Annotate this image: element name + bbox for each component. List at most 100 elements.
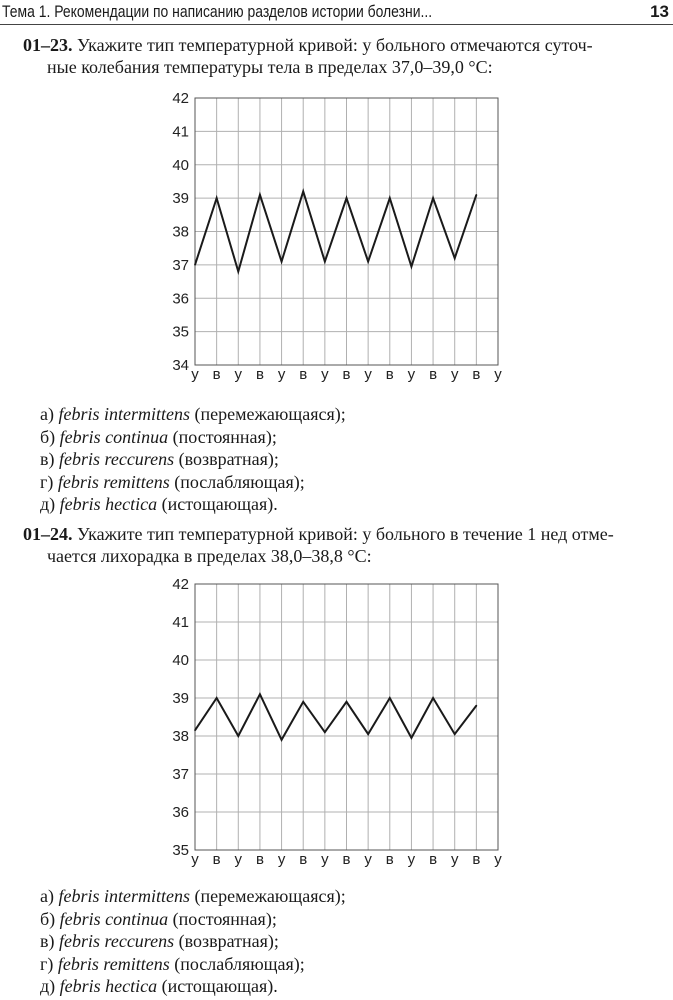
option-russian: (перемежающаяся);	[194, 886, 346, 906]
x-tick-label: в	[472, 851, 480, 868]
data-point	[194, 729, 196, 732]
data-point	[280, 739, 283, 741]
question-text-line1: Укажите тип температурной кривой: у боль…	[77, 524, 614, 544]
data-point	[432, 697, 434, 699]
x-tick-label: в	[343, 366, 351, 383]
plot-frame	[194, 97, 499, 366]
x-tick-label: в	[299, 851, 307, 868]
x-tick-label: у	[235, 366, 243, 383]
x-tick-label: у	[278, 366, 286, 383]
x-tick-label: в	[213, 366, 221, 383]
x-tick-label: у	[321, 366, 329, 383]
data-point	[367, 260, 369, 263]
y-tick-label: 37	[172, 766, 189, 783]
option-russian: (возвратная);	[178, 931, 279, 951]
y-tick-label: 36	[172, 804, 189, 821]
y-tick-label: 34	[172, 357, 189, 374]
data-point	[215, 697, 218, 699]
option-russian: (истощающая).	[161, 976, 278, 996]
x-tick-label: у	[451, 366, 459, 383]
data-point	[324, 260, 326, 263]
x-tick-label: в	[299, 366, 307, 383]
x-tick-label: у	[408, 851, 416, 868]
data-point	[324, 731, 326, 733]
option-latin: febris remittens	[57, 471, 170, 492]
option-letter: б)	[40, 426, 56, 447]
answer-options-01-24: а) febris intermittens (перемежающаяся);…	[40, 885, 346, 998]
option-latin: febris hectica	[59, 976, 158, 996]
data-point	[237, 270, 240, 273]
y-tick-label: 41	[172, 614, 189, 631]
x-tick-label: у	[364, 366, 372, 383]
question-text-line2: чается лихорадка в пределах 38,0–38,8 °C…	[47, 546, 372, 566]
data-point	[388, 197, 391, 199]
question-text-line1: Укажите тип температурной кривой: у боль…	[77, 35, 593, 55]
x-tick-label: в	[386, 366, 394, 383]
x-tick-label: у	[235, 851, 243, 868]
data-point	[410, 737, 413, 739]
option-letter: а)	[40, 404, 54, 424]
answer-option: д) febris hectica (истощающая).	[40, 493, 346, 516]
option-russian: (истощающая).	[161, 494, 278, 514]
data-point	[259, 693, 261, 695]
y-tick-label: 41	[172, 123, 189, 140]
question-text-line2: ные колебания температуры тела в предела…	[47, 57, 493, 77]
y-tick-label: 39	[172, 690, 189, 707]
running-header: Тема 1. Рекомендации по написанию раздел…	[0, 0, 673, 25]
x-tick-label: у	[451, 851, 459, 868]
option-letter: в)	[40, 449, 55, 469]
option-latin: febris reccurens	[59, 449, 175, 469]
x-tick-label: в	[213, 851, 221, 868]
option-letter: г)	[40, 471, 54, 492]
plot-frame	[194, 583, 499, 851]
x-tick-label: в	[472, 366, 480, 383]
x-tick-label: в	[256, 366, 264, 383]
answer-option: д) febris hectica (истощающая).	[40, 975, 346, 998]
data-point	[280, 260, 283, 263]
x-tick-label: у	[494, 366, 502, 383]
data-point	[475, 193, 478, 196]
option-latin: febris intermittens	[58, 404, 190, 424]
header-title: Тема 1. Рекомендации по написанию раздел…	[2, 2, 433, 21]
option-russian: (постоянная);	[172, 908, 277, 929]
data-point	[388, 697, 391, 699]
x-tick-label: у	[191, 366, 199, 383]
data-point	[215, 197, 218, 199]
temperature-curve	[194, 691, 478, 742]
question-number: 01–24.	[23, 524, 73, 544]
data-point	[432, 197, 434, 199]
option-latin: febris continua	[59, 908, 169, 929]
data-point	[345, 197, 348, 199]
option-russian: (перемежающаяся);	[194, 404, 346, 424]
option-russian: (послабляющая);	[174, 953, 305, 974]
y-tick-label: 38	[172, 224, 189, 241]
x-tick-label: у	[494, 851, 502, 868]
option-russian: (возвратная);	[178, 449, 279, 469]
data-point	[410, 265, 413, 268]
y-tick-label: 35	[172, 324, 189, 341]
option-letter: г)	[40, 953, 54, 974]
data-point	[475, 704, 478, 707]
x-tick-label: в	[386, 851, 394, 868]
y-tick-label: 35	[172, 842, 189, 859]
answer-option: б) febris continua (постоянная);	[40, 908, 346, 931]
x-tick-label: у	[191, 851, 199, 868]
question-number: 01–23.	[23, 35, 73, 55]
temperature-curve	[194, 188, 478, 276]
data-point	[237, 735, 240, 737]
option-letter: д)	[40, 976, 56, 996]
y-tick-label: 39	[172, 190, 189, 207]
y-tick-label: 40	[172, 652, 189, 669]
option-latin: febris remittens	[57, 953, 170, 974]
answer-option: в) febris reccurens (возвратная);	[40, 930, 346, 953]
data-point	[453, 733, 456, 735]
x-tick-label: в	[343, 851, 351, 868]
option-latin: febris continua	[59, 426, 169, 447]
answer-option: г) febris remittens (послабляющая);	[40, 953, 346, 976]
answer-option: а) febris intermittens (перемежающаяся);	[40, 885, 346, 908]
option-russian: (постоянная);	[172, 426, 277, 447]
option-russian: (послабляющая);	[174, 471, 305, 492]
y-tick-label: 38	[172, 728, 189, 745]
option-latin: febris intermittens	[58, 886, 190, 906]
answer-option: г) febris remittens (послабляющая);	[40, 471, 346, 494]
